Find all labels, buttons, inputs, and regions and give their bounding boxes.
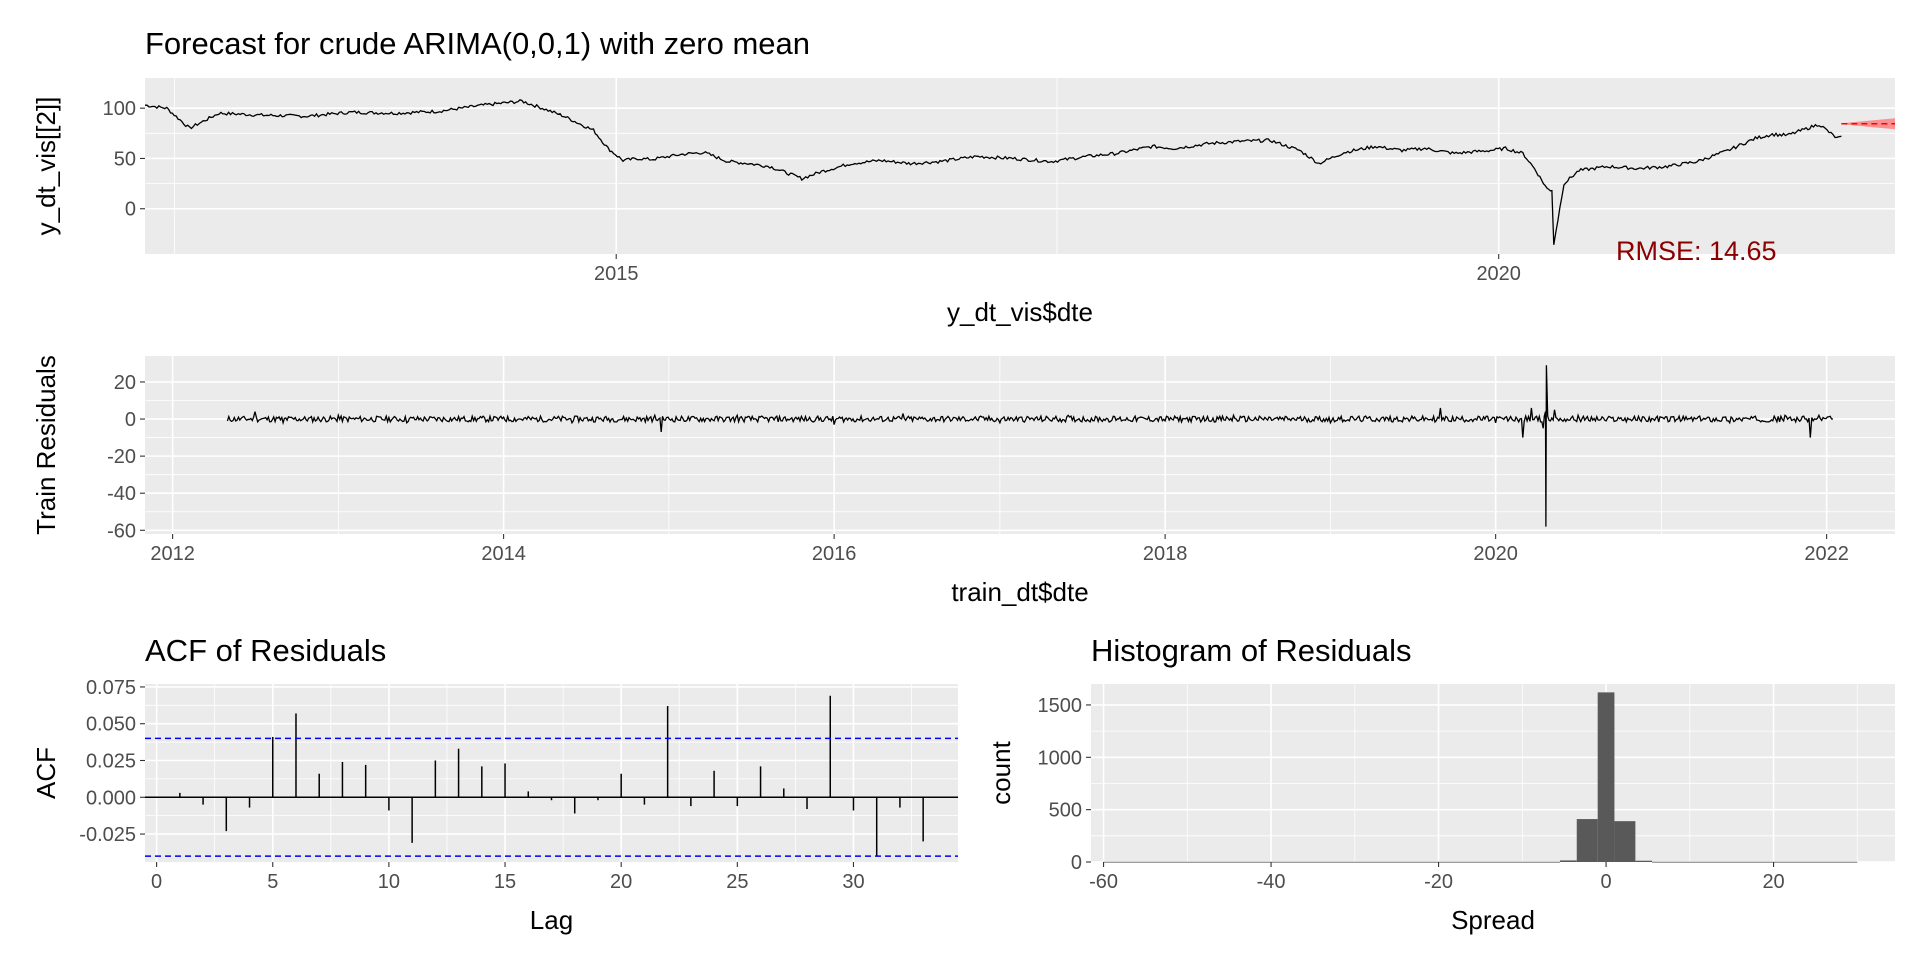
x-tick-label: 30 <box>842 871 864 893</box>
y-tick-label: 0 <box>125 409 136 431</box>
x-tick-label: 10 <box>378 871 400 893</box>
histogram-y-axis-label: count <box>986 740 1016 804</box>
x-tick-label: -20 <box>1424 871 1453 893</box>
y-tick-label: 0 <box>125 199 136 221</box>
x-tick-label: 2018 <box>1143 543 1188 565</box>
y-tick-label: -20 <box>107 446 136 468</box>
y-tick-label: 20 <box>114 372 136 394</box>
y-tick-label: 1500 <box>1038 695 1083 717</box>
x-tick-label: 0 <box>151 871 162 893</box>
acf-panel: -0.025 0.000 0.025 0.050 0.075 0 5 10 15 20 25 30 A… <box>31 633 958 935</box>
x-tick-label: 2016 <box>812 543 857 565</box>
y-tick-label: 0.025 <box>86 750 136 772</box>
histogram-x-axis-label: Spread <box>1451 905 1535 935</box>
acf-tick-labels: -0.025 0.000 0.025 0.050 0.075 0 5 10 15 20 25 30 <box>79 677 864 893</box>
x-tick-label: 25 <box>726 871 748 893</box>
x-tick-label: 15 <box>494 871 516 893</box>
x-tick-label: 2020 <box>1476 263 1521 285</box>
y-tick-label: 0.000 <box>86 787 136 809</box>
rmse-annotation: RMSE: 14.65 <box>1616 236 1777 266</box>
residuals-gridlines <box>145 356 1895 534</box>
histogram-bar <box>1652 861 1858 863</box>
residuals-y-axis-label: Train Residuals <box>31 355 61 535</box>
forecast-title: Forecast for crude ARIMA(0,0,1) with zer… <box>145 26 810 61</box>
histogram-bar <box>1103 861 1560 863</box>
histogram-bar <box>1614 821 1636 862</box>
x-tick-label: 20 <box>610 871 632 893</box>
histogram-title: Histogram of Residuals <box>1091 633 1411 668</box>
y-tick-label: 100 <box>103 98 136 120</box>
x-tick-label: 20 <box>1762 871 1784 893</box>
acf-plot-area <box>145 684 958 862</box>
y-tick-label: 50 <box>114 148 136 170</box>
acf-title: ACF of Residuals <box>145 633 386 668</box>
x-tick-label: 2014 <box>481 543 526 565</box>
y-tick-label: -40 <box>107 483 136 505</box>
residuals-line <box>226 365 1833 527</box>
forecast-x-axis-label: y_dt_vis$dte <box>947 297 1093 327</box>
x-tick-label: -40 <box>1257 871 1286 893</box>
y-tick-label: 500 <box>1049 800 1082 822</box>
x-tick-label: 5 <box>267 871 278 893</box>
residuals-x-axis-label: train_dt$dte <box>951 577 1088 607</box>
forecast-tick-labels: 0 50 100 2015 2020 <box>103 98 1521 285</box>
histogram-panel: 0 500 1000 1500 -60 -40 -20 0 20 Histogram of Re… <box>986 633 1895 935</box>
y-tick-label: 0.050 <box>86 714 136 736</box>
acf-confidence-lines <box>145 737 958 857</box>
x-tick-label: 2022 <box>1804 543 1849 565</box>
residuals-series <box>226 365 1833 527</box>
forecast-interval <box>1841 118 1895 130</box>
acf-bars <box>145 695 958 857</box>
forecast-plot-area <box>145 78 1895 254</box>
x-tick-label: 0 <box>1601 871 1612 893</box>
x-tick-label: 2015 <box>594 263 639 285</box>
forecast-band <box>1841 118 1895 130</box>
acf-y-axis-label: ACF <box>31 747 61 799</box>
x-tick-label: 2020 <box>1473 543 1518 565</box>
y-tick-label: 0.075 <box>86 677 136 699</box>
histogram-bar <box>1576 819 1598 862</box>
histogram-bar <box>1597 692 1615 862</box>
residuals-plot-area <box>145 356 1895 534</box>
forecast-y-axis-label: y_dt_vis[[2]] <box>31 97 61 236</box>
forecast-gridlines <box>145 78 1895 254</box>
residuals-panel: -60 -40 -20 0 20 2012 2014 2016 2018 2020 2022 tra… <box>31 355 1895 607</box>
forecast-panel: 0 50 100 2015 2020 RMSE: 14.65 Forecast for … <box>31 26 1895 327</box>
y-tick-label: -0.025 <box>79 824 136 846</box>
histogram-tick-labels: 0 500 1000 1500 -60 -40 -20 0 20 <box>1038 695 1785 893</box>
y-tick-label: 1000 <box>1038 747 1083 769</box>
histogram-bar <box>1560 860 1577 862</box>
crude-price-line <box>145 99 1842 245</box>
residuals-tick-labels: -60 -40 -20 0 20 2012 2014 2016 2018 2020 2022 <box>107 372 1849 565</box>
x-tick-label: 2012 <box>150 543 195 565</box>
acf-x-axis-label: Lag <box>530 905 573 935</box>
x-tick-label: -60 <box>1089 871 1118 893</box>
histogram-bar <box>1635 860 1653 862</box>
histogram-bars <box>1103 692 1858 863</box>
y-tick-label: -60 <box>107 520 136 542</box>
histogram-plot-area <box>1091 684 1895 862</box>
forecast-series <box>145 99 1895 245</box>
y-tick-label: 0 <box>1071 852 1082 874</box>
